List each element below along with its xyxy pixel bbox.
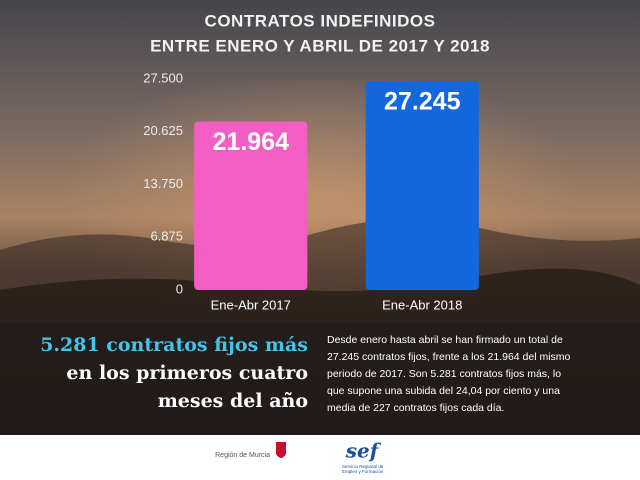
- value-label: 21.964: [213, 128, 290, 156]
- bar: [365, 80, 479, 290]
- headline: en los primeros cuatro: [66, 362, 308, 384]
- y-tick-label: 27.500: [143, 70, 183, 85]
- y-tick-label: 0: [176, 281, 183, 296]
- logo-caption: Empleo y Formación: [342, 469, 384, 474]
- body-text: que supone una subida del 24,04 por cien…: [327, 385, 560, 397]
- bar: [194, 121, 308, 290]
- logo-mark: sef: [345, 439, 382, 463]
- body-text: 27.245 contratos fijos, frente a los 21.…: [327, 351, 571, 363]
- logo-caption: Servicio Regional de: [342, 464, 384, 469]
- crest: [276, 442, 286, 458]
- footer: [0, 435, 640, 480]
- body-text: media de 227 contratos fijos cada día.: [327, 402, 504, 414]
- x-tick-label: Ene-Abr 2018: [382, 297, 462, 312]
- body-text: Desde enero hasta abril se han firmado u…: [327, 334, 563, 346]
- y-tick-label: 6.875: [150, 229, 183, 244]
- chart-subtitle: ENTRE ENERO Y ABRIL DE 2017 Y 2018: [150, 36, 490, 55]
- value-label: 27.245: [384, 88, 461, 116]
- headline: meses del año: [158, 390, 308, 412]
- x-tick-label: Ene-Abr 2017: [211, 297, 291, 312]
- y-tick-label: 20.625: [143, 123, 183, 138]
- text-panel: [0, 322, 640, 435]
- body-text: periodo de 2017. Son 5.281 contratos fij…: [327, 368, 561, 380]
- y-tick-label: 13.750: [143, 176, 183, 191]
- chart-title: CONTRATOS INDEFINIDOS: [205, 11, 436, 30]
- logo-text: Región de Murcia: [215, 452, 270, 459]
- headline: 5.281 contratos fijos más: [40, 334, 308, 356]
